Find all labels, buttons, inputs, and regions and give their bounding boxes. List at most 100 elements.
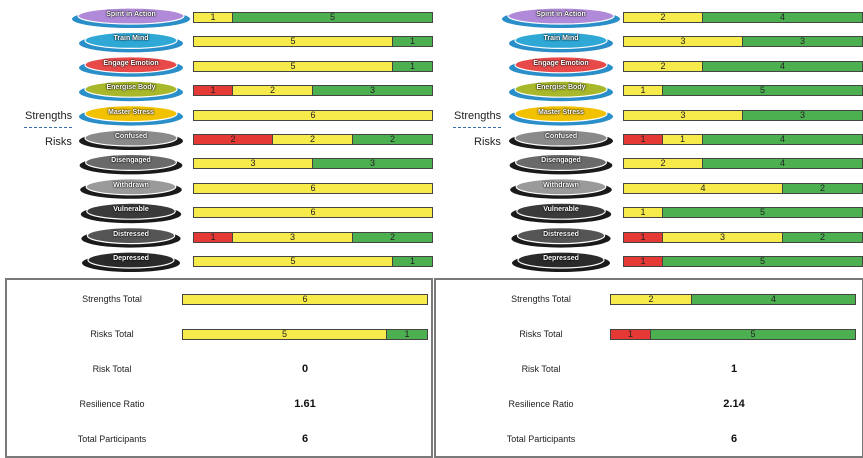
resilience-ratio-label: Resilience Ratio: [508, 399, 574, 409]
bar-engage-emotion-green-segment: 1: [393, 60, 433, 72]
coil-label-distressed: Distressed: [543, 230, 579, 238]
coil-disc-withdrawn: [515, 178, 607, 196]
bar-vulnerable-green-segment: 5: [663, 207, 863, 219]
bar-master-stress-green-segment: 3: [743, 109, 863, 121]
bar-train-mind-yellow-segment: 5: [193, 36, 393, 48]
resilience-ratio-value: 1.61: [294, 398, 316, 410]
coil-label-spirit-in-action: Spirit in Action: [106, 11, 156, 18]
bar-distressed-yellow-segment: 3: [233, 231, 353, 243]
risk-total-value: 0: [301, 363, 309, 375]
bar-confused-red-segment: 2: [193, 134, 273, 145]
bar-disengaged-green-segment: 4: [703, 158, 863, 170]
bar-energise-body-green-segment: 5: [663, 85, 863, 97]
coil-label-train-mind: Train Mind: [543, 35, 579, 43]
coil-disc-depressed: [87, 251, 175, 269]
coil-disc-spirit-in-action: [77, 7, 185, 25]
coil-disc-energise-body: [514, 80, 608, 98]
coil-disc-disengaged: [84, 153, 178, 171]
bar-confused-yellow-segment: 1: [663, 134, 703, 145]
coil-disc-engage-emotion: [514, 56, 608, 74]
coil-label-master-stress: Master Stress: [108, 108, 154, 116]
bar-distressed-yellow-segment: 3: [663, 231, 783, 243]
coil-label-withdrawn: Withdrawn: [113, 181, 149, 189]
coil-label-vulnerable: Vulnerable: [113, 206, 149, 214]
coil-label-depressed: Depressed: [543, 255, 579, 262]
coil-label-distressed: Distressed: [113, 230, 149, 238]
bar-master-stress: 6: [193, 109, 433, 121]
total-participants-label: Total Participants: [506, 434, 576, 444]
strengths-risks-divider: [453, 127, 501, 128]
bar-confused-green-segment: 2: [353, 134, 433, 145]
bar-energise-body-green-segment: 3: [313, 85, 433, 97]
coil-label-spirit-in-action: Spirit in Action: [536, 11, 586, 18]
bar-energise-body-yellow-segment: 1: [623, 85, 663, 97]
spiral-graphic: [72, 7, 190, 272]
risks-total-label: Risks Total: [519, 329, 563, 339]
coil-disc-distressed: [86, 227, 176, 245]
coil-disc-engage-emotion: [84, 56, 178, 74]
total-participants-value: 6: [301, 433, 309, 445]
strengths-total-label: Strengths Total: [82, 294, 142, 304]
coil-label-engage-emotion: Engage Emotion: [533, 59, 589, 67]
strengths-risks-divider: [24, 127, 72, 128]
bar-distressed-green-segment: 2: [353, 231, 433, 243]
coil-label-engage-emotion: Engage Emotion: [103, 59, 159, 67]
coil-disc-vulnerable: [516, 202, 606, 220]
coil-disc-distressed: [516, 227, 606, 245]
resilience-ratio-value: 2.14: [723, 398, 745, 410]
bar-train-mind-yellow-segment: 3: [623, 36, 743, 48]
coil-label-confused: Confused: [544, 133, 578, 140]
bar-spirit-in-action-green-segment: 4: [703, 12, 863, 23]
bar-vulnerable-yellow-segment: 1: [623, 207, 663, 219]
bar-disengaged-green-segment: 3: [313, 158, 433, 170]
coil-disc-withdrawn: [85, 178, 177, 196]
risks-total-red-segment: 1: [610, 329, 651, 340]
spiral-graphic: [502, 7, 620, 272]
bar-withdrawn-yellow-segment: 6: [193, 182, 433, 194]
coil-disc-train-mind: [84, 31, 178, 50]
resilience-ratio-label: Resilience Ratio: [79, 399, 145, 409]
bar-master-stress-yellow-segment: 3: [623, 109, 743, 121]
risk-total-label: Risk Total: [92, 364, 132, 374]
coil-disc-spirit-in-action: [507, 7, 615, 25]
bar-withdrawn-yellow-segment: 4: [623, 182, 783, 194]
bar-distressed-red-segment: 1: [193, 231, 233, 243]
bar-master-stress-yellow-segment: 6: [193, 109, 433, 121]
bar-spirit-in-action-green-segment: 5: [233, 12, 433, 23]
total-participants-label: Total Participants: [77, 434, 147, 444]
coil-label-energise-body: Energise Body: [106, 84, 156, 92]
strengths-total-label: Strengths Total: [511, 294, 571, 304]
bar-spirit-in-action-yellow-segment: 2: [623, 12, 703, 23]
coil-label-disengaged: Disengaged: [111, 157, 151, 165]
strengths-total-yellow-segment: 2: [610, 294, 692, 305]
strengths-label: Strengths: [454, 110, 502, 122]
bar-confused-green-segment: 4: [703, 134, 863, 145]
coil-label-depressed: Depressed: [113, 255, 149, 262]
bar-energise-body-yellow-segment: 2: [233, 85, 313, 97]
bar-withdrawn-green-segment: 2: [783, 182, 863, 194]
bar-energise-body-red-segment: 1: [193, 85, 233, 97]
coil-label-confused: Confused: [114, 133, 148, 140]
risks-total-yellow-segment: 5: [182, 329, 387, 340]
coil-disc-train-mind: [514, 31, 608, 50]
coil-disc-energise-body: [84, 80, 178, 98]
risks-total-green-segment: 1: [387, 329, 428, 340]
